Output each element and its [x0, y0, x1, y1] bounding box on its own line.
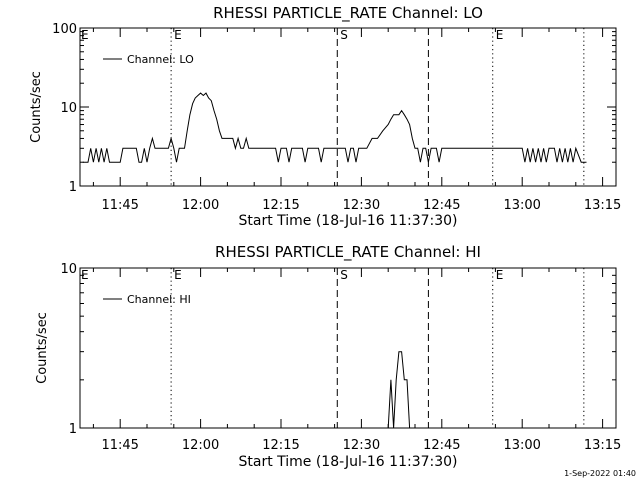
x-tick-label: 12:45 [423, 438, 460, 453]
chart-title: RHESSI PARTICLE_RATE Channel: LO [213, 4, 483, 23]
x-tick-label: 13:00 [503, 438, 540, 453]
x-tick-label: 11:45 [101, 438, 138, 453]
plot-frame [79, 27, 617, 187]
marker-label: S [340, 28, 348, 42]
y-tick-label: 10 [60, 262, 77, 277]
marker-label-start: E [81, 28, 89, 42]
x-axis-label: Start Time (18-Jul-16 11:37:30) [238, 454, 457, 470]
x-tick-label: 11:45 [101, 198, 138, 213]
x-tick-label: 12:30 [343, 438, 380, 453]
footer-timestamp: 1-Sep-2022 01:40 [564, 469, 636, 478]
marker-label: E [174, 28, 182, 42]
marker-label-start: E [81, 268, 89, 282]
x-tick-label: 12:00 [182, 198, 219, 213]
x-tick-label: 12:45 [423, 198, 460, 213]
y-axis-label: Counts/sec [29, 71, 44, 143]
legend-entry: Channel: HI [127, 293, 191, 306]
x-tick-label: 13:15 [584, 198, 621, 213]
marker-label: E [496, 28, 504, 42]
x-tick-label: 12:30 [343, 198, 380, 213]
x-tick-label: 13:15 [584, 438, 621, 453]
series-line [387, 351, 411, 429]
x-tick-label: 12:15 [262, 198, 299, 213]
y-tick-label: 1 [69, 180, 77, 195]
x-tick-label: 12:00 [182, 438, 219, 453]
y-tick-label: 100 [52, 22, 77, 37]
marker-label: E [496, 268, 504, 282]
y-axis-label: Counts/sec [35, 312, 50, 384]
marker-label: S [340, 268, 348, 282]
x-tick-label: 13:00 [503, 198, 540, 213]
x-axis-label: Start Time (18-Jul-16 11:37:30) [238, 213, 457, 229]
legend-entry: Channel: LO [127, 53, 194, 66]
series-line [82, 92, 587, 163]
x-tick-label: 12:15 [262, 438, 299, 453]
chart-title: RHESSI PARTICLE_RATE Channel: HI [215, 243, 481, 262]
plot-frame [79, 267, 617, 429]
y-tick-label: 1 [69, 422, 77, 437]
marker-label: E [174, 268, 182, 282]
y-tick-label: 10 [60, 101, 77, 116]
